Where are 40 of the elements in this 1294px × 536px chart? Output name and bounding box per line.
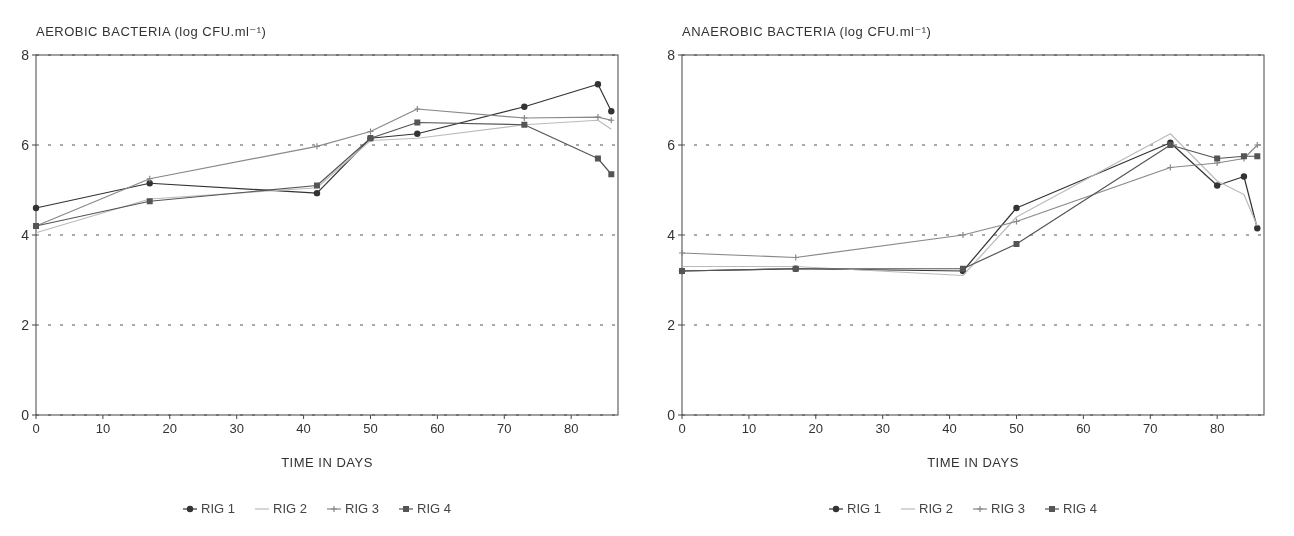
legend-label: RIG 3 <box>991 501 1025 516</box>
y-tick-label: 0 <box>21 406 30 423</box>
x-tick-label: 80 <box>1209 421 1225 436</box>
x-tick-label: 0 <box>678 421 686 436</box>
y-tick-label: 8 <box>21 46 30 63</box>
legend-label: RIG 2 <box>273 501 307 516</box>
y-tick-label: 6 <box>667 136 676 153</box>
x-tick-label: 50 <box>1009 421 1024 436</box>
x-tick-label: 20 <box>162 421 178 436</box>
x-tick-label: 40 <box>296 421 311 436</box>
x-tick-label: 80 <box>563 421 579 436</box>
legend-label: RIG 3 <box>345 501 379 516</box>
x-tick-label: 70 <box>1143 421 1158 436</box>
y-tick-label: 4 <box>667 226 676 243</box>
legend-label: RIG 4 <box>417 501 451 516</box>
x-tick-label: 70 <box>497 421 512 436</box>
x-axis-title: TIME IN DAYS <box>927 455 1019 470</box>
y-tick-label: 0 <box>667 406 676 423</box>
y-tick-label: 4 <box>21 226 30 243</box>
x-tick-label: 0 <box>32 421 40 436</box>
legend-label: RIG 1 <box>847 501 881 516</box>
y-tick-label: 2 <box>21 316 30 333</box>
x-tick-label: 20 <box>808 421 824 436</box>
x-tick-label: 30 <box>875 421 890 436</box>
chart-title: ANAEROBIC BACTERIA (log CFU.ml⁻¹) <box>682 24 932 39</box>
legend-label: RIG 1 <box>201 501 235 516</box>
x-tick-label: 60 <box>430 421 445 436</box>
x-tick-label: 60 <box>1076 421 1091 436</box>
legend-label: RIG 4 <box>1063 501 1097 516</box>
x-tick-label: 50 <box>363 421 378 436</box>
x-axis-title: TIME IN DAYS <box>281 455 373 470</box>
x-tick-label: 40 <box>942 421 957 436</box>
y-tick-label: 8 <box>667 46 676 63</box>
x-tick-label: 10 <box>741 421 757 436</box>
legend-label: RIG 2 <box>919 501 953 516</box>
y-tick-label: 2 <box>667 316 676 333</box>
y-tick-label: 6 <box>21 136 30 153</box>
x-tick-label: 10 <box>95 421 111 436</box>
chart-title: AEROBIC BACTERIA (log CFU.ml⁻¹) <box>36 24 267 39</box>
x-tick-label: 30 <box>229 421 244 436</box>
